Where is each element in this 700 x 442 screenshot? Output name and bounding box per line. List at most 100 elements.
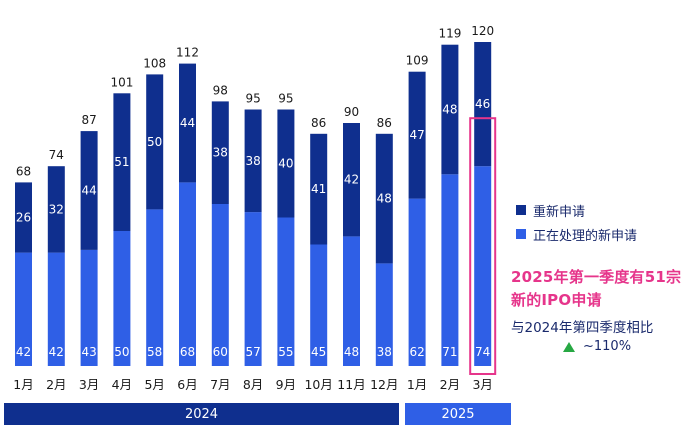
- q1-annotation: 2025年第一季度有51宗 新的IPO申请 与2024年第四季度相比 ~110%: [511, 266, 700, 354]
- data-label-processing: 42: [16, 345, 31, 359]
- data-label-processing: 58: [147, 345, 162, 359]
- annotation-headline: 2025年第一季度有51宗 新的IPO申请: [511, 268, 682, 309]
- legend-swatch-new: [516, 205, 526, 215]
- data-label-total: 95: [245, 92, 260, 106]
- x-tick-label: 10月: [304, 377, 332, 392]
- data-label-new: 32: [49, 202, 64, 216]
- annotation-compare: 与2024年第四季度相比: [511, 320, 654, 336]
- data-label-processing: 38: [377, 345, 392, 359]
- bar-segment-processing: [113, 231, 131, 366]
- legend-label-processing: 正在处理的新申请: [533, 228, 638, 244]
- data-label-total: 98: [213, 83, 228, 97]
- data-label-new: 46: [475, 97, 490, 111]
- bar-segment-processing: [244, 212, 262, 366]
- data-label-total: 74: [49, 148, 64, 162]
- x-tick-label: 3月: [472, 377, 492, 392]
- bar-segment-new: [277, 109, 295, 218]
- x-tick-label: 2月: [440, 377, 460, 392]
- data-label-new: 38: [213, 146, 228, 160]
- data-label-new: 40: [278, 157, 293, 171]
- data-label-new: 48: [377, 192, 392, 206]
- x-tick-label: 8月: [243, 377, 263, 392]
- data-label-processing: 71: [442, 345, 457, 359]
- bar-segment-new: [343, 123, 360, 237]
- bar-segment-processing: [146, 209, 164, 366]
- legend-swatch-processing: [516, 229, 526, 239]
- data-label-processing: 68: [180, 345, 195, 359]
- annotation-change: ~110%: [511, 339, 700, 354]
- bar-segment-new: [375, 133, 393, 264]
- data-label-processing: 42: [49, 345, 64, 359]
- data-label-total: 87: [81, 113, 96, 127]
- bar-segment-processing: [375, 263, 393, 366]
- legend-label-new: 重新申请: [533, 204, 586, 220]
- data-label-new: 26: [16, 211, 31, 225]
- x-tick-label: 1月: [13, 377, 33, 392]
- x-tick-label: 9月: [276, 377, 296, 392]
- data-label-processing: 50: [114, 345, 129, 359]
- data-label-total: 90: [344, 105, 359, 119]
- data-label-new: 44: [180, 116, 195, 130]
- x-tick-label: 7月: [210, 377, 230, 392]
- data-label-new: 48: [442, 103, 457, 117]
- data-label-processing: 43: [81, 345, 96, 359]
- legend-item-new: 重新申请: [516, 198, 637, 222]
- bar-segment-new: [211, 101, 229, 204]
- data-label-processing: 48: [344, 345, 359, 359]
- bar-segment-new: [474, 42, 492, 167]
- bar-segment-new: [47, 166, 65, 253]
- data-label-total: 120: [471, 24, 494, 38]
- data-label-new: 47: [409, 128, 424, 142]
- bar-segment-new: [15, 182, 32, 253]
- data-label-total: 68: [16, 164, 31, 178]
- x-tick-label: 5月: [144, 377, 164, 392]
- bar-segment-processing: [47, 252, 65, 366]
- x-tick-label: 6月: [177, 377, 197, 392]
- data-label-processing: 60: [213, 345, 228, 359]
- data-label-processing: 74: [475, 345, 490, 359]
- data-label-new: 50: [147, 135, 162, 149]
- bar-segment-new: [179, 63, 196, 183]
- x-tick-label: 12月: [370, 377, 398, 392]
- bar-segment-processing: [277, 217, 295, 366]
- year-bar-2024: 2024: [4, 403, 399, 425]
- bar-segment-new: [146, 74, 164, 210]
- data-label-total: 86: [377, 116, 392, 130]
- year-label-2025: 2025: [441, 406, 475, 422]
- x-tick-label: 4月: [112, 377, 132, 392]
- triangle-up-icon: [563, 341, 575, 352]
- legend: 重新申请 正在处理的新申请: [516, 198, 637, 246]
- data-label-processing: 62: [409, 345, 424, 359]
- bar-segment-processing: [474, 166, 492, 366]
- bar-segment-processing: [211, 204, 229, 366]
- data-label-total: 119: [438, 27, 461, 41]
- data-label-new: 38: [245, 154, 260, 168]
- data-label-total: 112: [176, 46, 199, 60]
- highlight-box: [469, 117, 497, 375]
- x-tick-label: 1月: [407, 377, 427, 392]
- bar-segment-processing: [179, 182, 196, 366]
- bar-segment-processing: [408, 198, 426, 366]
- bar-segment-new: [113, 93, 131, 231]
- data-label-new: 44: [81, 184, 96, 198]
- x-tick-label: 3月: [79, 377, 99, 392]
- x-tick-label: 2月: [46, 377, 66, 392]
- data-label-new: 41: [311, 182, 326, 196]
- data-label-processing: 55: [278, 345, 293, 359]
- legend-item-processing: 正在处理的新申请: [516, 222, 637, 246]
- data-label-new: 42: [344, 173, 359, 187]
- bar-segment-new: [244, 109, 262, 213]
- year-bar-2025: 2025: [405, 403, 511, 425]
- bar-segment-processing: [15, 252, 32, 366]
- bar-segment-new: [441, 44, 459, 175]
- data-label-total: 95: [278, 92, 293, 106]
- annotation-change-value: ~110%: [583, 339, 632, 354]
- bar-segment-new: [408, 71, 426, 199]
- data-label-total: 108: [143, 56, 166, 70]
- x-tick-label: 11月: [337, 377, 365, 392]
- year-label-2024: 2024: [184, 406, 219, 422]
- bar-segment-new: [80, 131, 98, 250]
- data-label-new: 51: [114, 155, 129, 169]
